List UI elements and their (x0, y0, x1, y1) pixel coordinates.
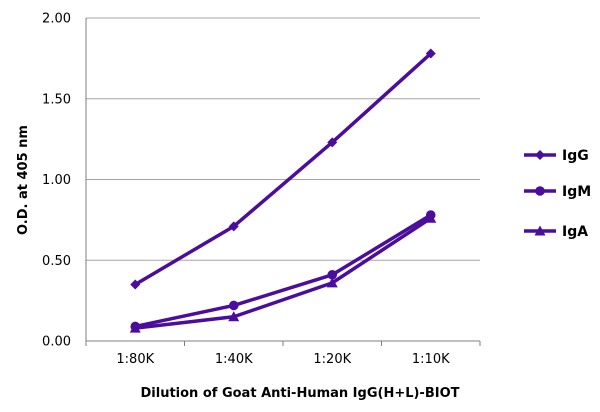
data-point-iga-2 (326, 277, 338, 288)
series-line-iga (135, 216, 432, 330)
axes: 0.00 0.50 1.00 1.50 2.00 1:80K 1:40K 1:20K 1:10K (42, 12, 481, 367)
data-point-iga-1 (228, 311, 240, 322)
legend-label-igg: IgG (562, 148, 589, 164)
y-tick-label-3: 1.50 (42, 92, 71, 107)
legend-marker-iga (534, 225, 546, 236)
data-point-igg-0 (130, 279, 141, 290)
data-point-iga-0 (129, 322, 141, 333)
x-tick-label-1: 1:40K (215, 352, 253, 367)
x-axis-title: Dilution of Goat Anti-Human IgG(H+L)-BIO… (141, 386, 460, 401)
y-tick-label-2: 1.00 (42, 173, 71, 188)
x-tick-label-0: 1:80K (116, 352, 154, 367)
x-tick-label-3: 1:10K (412, 352, 450, 367)
data-point-igg-1 (228, 221, 239, 232)
legend-marker-igg (535, 150, 545, 160)
data-point-igm-1 (228, 300, 239, 311)
y-axis-title: O.D. at 405 nm (16, 125, 31, 235)
y-tick-label-1: 0.50 (42, 254, 71, 269)
series-line-igm (134, 213, 432, 329)
data-point-iga-3 (425, 212, 437, 223)
data-point-igm-2 (327, 269, 338, 280)
legend: IgG IgM IgA (524, 148, 591, 240)
legend-label-igm: IgM (562, 184, 591, 200)
data-point-igg-3 (425, 48, 436, 59)
legend-marker-igm (535, 186, 545, 196)
series-line-igg (134, 52, 432, 286)
x-tick-label-2: 1:20K (313, 352, 351, 367)
gridlines (86, 17, 480, 261)
y-tick-label-4: 2.00 (42, 12, 71, 27)
series-group (129, 48, 437, 333)
data-point-igg-2 (327, 137, 338, 148)
y-tick-label-0: 0.00 (42, 335, 71, 350)
legend-label-iga: IgA (562, 224, 588, 240)
